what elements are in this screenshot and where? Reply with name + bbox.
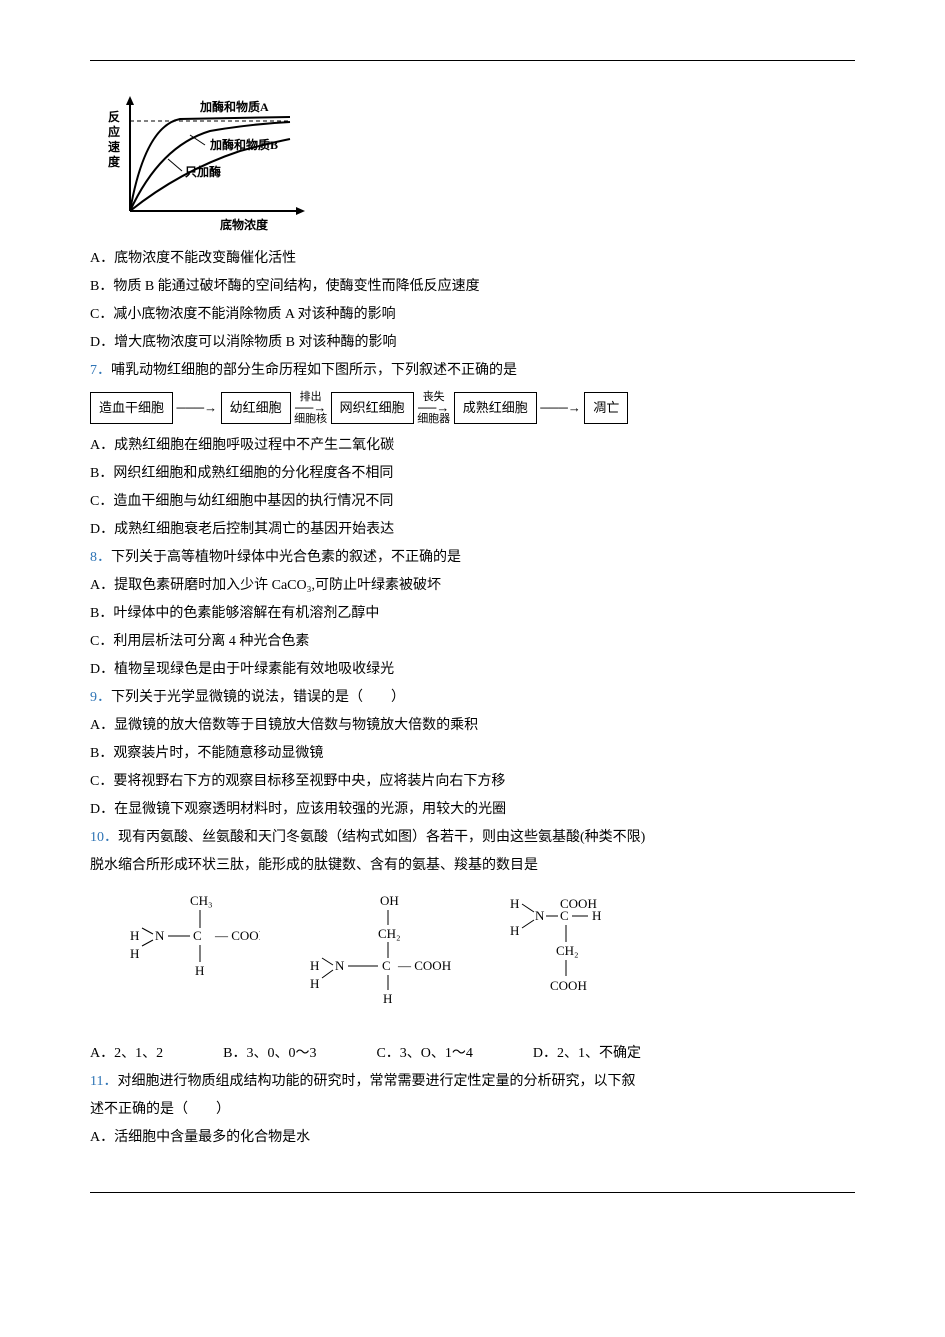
q9-opt-d: D．在显微镜下观察透明材料时，应该用较强的光源，用较大的光圈 — [90, 796, 855, 824]
alanine-structure: CH₃ H C — COOH N H H — [120, 890, 260, 1000]
flow-node-2: 幼红细胞 — [221, 392, 291, 424]
q11-number: 11． — [90, 1074, 117, 1089]
top-rule — [90, 60, 855, 61]
svg-text:H: H — [510, 923, 519, 938]
q7-opt-d: D．成熟红细胞衰老后控制其凋亡的基因开始表达 — [90, 516, 855, 544]
arrow2-bot: 细胞核 — [294, 413, 327, 425]
q11-opt-a: A．活细胞中含量最多的化合物是水 — [90, 1124, 855, 1152]
svg-text:N: N — [535, 908, 545, 923]
q8-opt-b: B．叶绿体中的色素能够溶解在有机溶剂乙醇中 — [90, 600, 855, 628]
svg-text:CH₂: CH₂ — [378, 926, 401, 941]
x-axis-label: 底物浓度 — [220, 217, 269, 232]
rbc-flowchart: 造血干细胞 ───→ 幼红细胞 排出──→细胞核 网织红细胞 丧失──→细胞器 … — [90, 391, 855, 426]
svg-text:H: H — [510, 896, 519, 911]
svg-text:CH₃: CH₃ — [190, 893, 213, 908]
q9-opt-c: C．要将视野右下方的观察目标移至视野中央，应将装片向右下方移 — [90, 768, 855, 796]
q10-opt-b: B．3、0、0～3 — [223, 1040, 316, 1068]
flow-arrow-4: ───→ — [540, 395, 581, 421]
svg-text:反: 反 — [108, 109, 120, 124]
bottom-rule — [90, 1192, 855, 1193]
q7-stem: 7．哺乳动物红细胞的部分生命历程如下图所示，下列叙述不正确的是 — [90, 357, 855, 385]
curve-b-label: 加酶和物质B — [209, 137, 278, 152]
svg-text:度: 度 — [108, 154, 121, 169]
q7-opt-c: C．造血干细胞与幼红细胞中基因的执行情况不同 — [90, 488, 855, 516]
svg-text:H: H — [130, 928, 139, 943]
q9-number: 9． — [90, 690, 111, 705]
q10-stem-1: 10．现有丙氨酸、丝氨酸和天门冬氨酸（结构式如图）各若干，则由这些氨基酸(种类不… — [90, 824, 855, 852]
q8-number: 8． — [90, 550, 111, 565]
q10-stem1-text: 现有丙氨酸、丝氨酸和天门冬氨酸（结构式如图）各若干，则由这些氨基酸(种类不限) — [118, 830, 645, 845]
q10-number: 10． — [90, 830, 118, 845]
svg-text:H: H — [383, 991, 392, 1006]
q10-stem-2: 脱水缩合所形成环状三肽，能形成的肽键数、含有的氨基、羧基的数目是 — [90, 852, 855, 880]
svg-text:C: C — [382, 958, 391, 973]
q8-stem: 8．下列关于高等植物叶绿体中光合色素的叙述，不正确的是 — [90, 544, 855, 572]
q9-stem: 9．下列关于光学显微镜的说法，错误的是（ ） — [90, 684, 855, 712]
q10-opt-a: A．2、1、2 — [90, 1040, 163, 1068]
svg-text:应: 应 — [108, 124, 120, 139]
amino-acid-structures: CH₃ H C — COOH N H H OH CH₂ H N H C — CO… — [120, 890, 855, 1030]
q9-stem-text: 下列关于光学显微镜的说法，错误的是（ ） — [111, 690, 405, 705]
svg-text:H: H — [310, 976, 319, 991]
q10-opt-c: C．3、O、1～4 — [376, 1040, 472, 1068]
flow-arrow-2: 排出──→细胞核 — [294, 391, 327, 426]
svg-text:C: C — [193, 928, 202, 943]
curve-c-label: 只加酶 — [185, 164, 221, 179]
aspartic-structure: H COOH N C H H CH₂ COOH — [500, 890, 660, 1030]
q8-opt-d: D．植物呈现绿色是由于叶绿素能有效地吸收绿光 — [90, 656, 855, 684]
svg-text:速: 速 — [108, 139, 120, 154]
q7-number: 7． — [90, 363, 111, 378]
q11-stem-2: 述不正确的是（ ） — [90, 1096, 855, 1124]
q9-opt-a: A．显微镜的放大倍数等于目镜放大倍数与物镜放大倍数的乘积 — [90, 712, 855, 740]
svg-text:N: N — [335, 958, 345, 973]
q7-opt-a: A．成熟红细胞在细胞呼吸过程中不产生二氧化碳 — [90, 432, 855, 460]
svg-text:— COOH: — COOH — [214, 928, 260, 943]
svg-text:H: H — [592, 908, 601, 923]
flow-arrow-1: ───→ — [177, 395, 218, 421]
q6-opt-d: D．增大底物浓度可以消除物质 B 对该种酶的影响 — [90, 329, 855, 357]
flow-node-4: 成熟红细胞 — [454, 392, 537, 424]
svg-text:OH: OH — [380, 893, 399, 908]
q8-stem-text: 下列关于高等植物叶绿体中光合色素的叙述，不正确的是 — [111, 550, 461, 565]
svg-text:C: C — [560, 908, 569, 923]
curve-a-label: 加酶和物质A — [199, 99, 269, 114]
svg-text:— COOH: — COOH — [397, 958, 451, 973]
flow-node-5: 凋亡 — [584, 392, 628, 424]
q8-opt-c: C．利用层析法可分离 4 种光合色素 — [90, 628, 855, 656]
svg-text:COOH: COOH — [550, 978, 587, 993]
flow-node-1: 造血干细胞 — [90, 392, 173, 424]
svg-text:H: H — [310, 958, 319, 973]
q11-stem1-text: 对细胞进行物质组成结构功能的研究时，常常需要进行定性定量的分析研究，以下叙 — [117, 1074, 635, 1089]
enzyme-chart: 反 应 速 度 底物浓度 加酶和物质A 加酶和物质B 只加酶 — [90, 91, 855, 241]
q6-opt-c: C．减小底物浓度不能消除物质 A 对该种酶的影响 — [90, 301, 855, 329]
serine-structure: OH CH₂ H N H C — COOH H — [300, 890, 460, 1020]
q9-opt-b: B．观察装片时，不能随意移动显微镜 — [90, 740, 855, 768]
q8-opt-a: A．提取色素研磨时加入少许 CaCO₃,可防止叶绿素被破坏 — [90, 572, 855, 600]
q6-opt-a: A．底物浓度不能改变酶催化活性 — [90, 245, 855, 273]
q10-options: A．2、1、2 B．3、0、0～3 C．3、O、1～4 D．2、1、不确定 — [90, 1040, 855, 1068]
q7-opt-b: B．网织红细胞和成熟红细胞的分化程度各不相同 — [90, 460, 855, 488]
q11-stem-1: 11．对细胞进行物质组成结构功能的研究时，常常需要进行定性定量的分析研究，以下叙 — [90, 1068, 855, 1096]
q6-opt-b: B．物质 B 能通过破坏酶的空间结构，使酶变性而降低反应速度 — [90, 273, 855, 301]
svg-text:CH₂: CH₂ — [556, 943, 579, 958]
arrow3-bot: 细胞器 — [417, 413, 450, 425]
svg-text:H: H — [130, 946, 139, 961]
q7-stem-text: 哺乳动物红细胞的部分生命历程如下图所示，下列叙述不正确的是 — [111, 363, 517, 378]
flow-node-3: 网织红细胞 — [331, 392, 414, 424]
svg-text:H: H — [195, 963, 204, 978]
q10-opt-d: D．2、1、不确定 — [533, 1040, 641, 1068]
flow-arrow-3: 丧失──→细胞器 — [417, 391, 450, 426]
svg-text:N: N — [155, 928, 165, 943]
